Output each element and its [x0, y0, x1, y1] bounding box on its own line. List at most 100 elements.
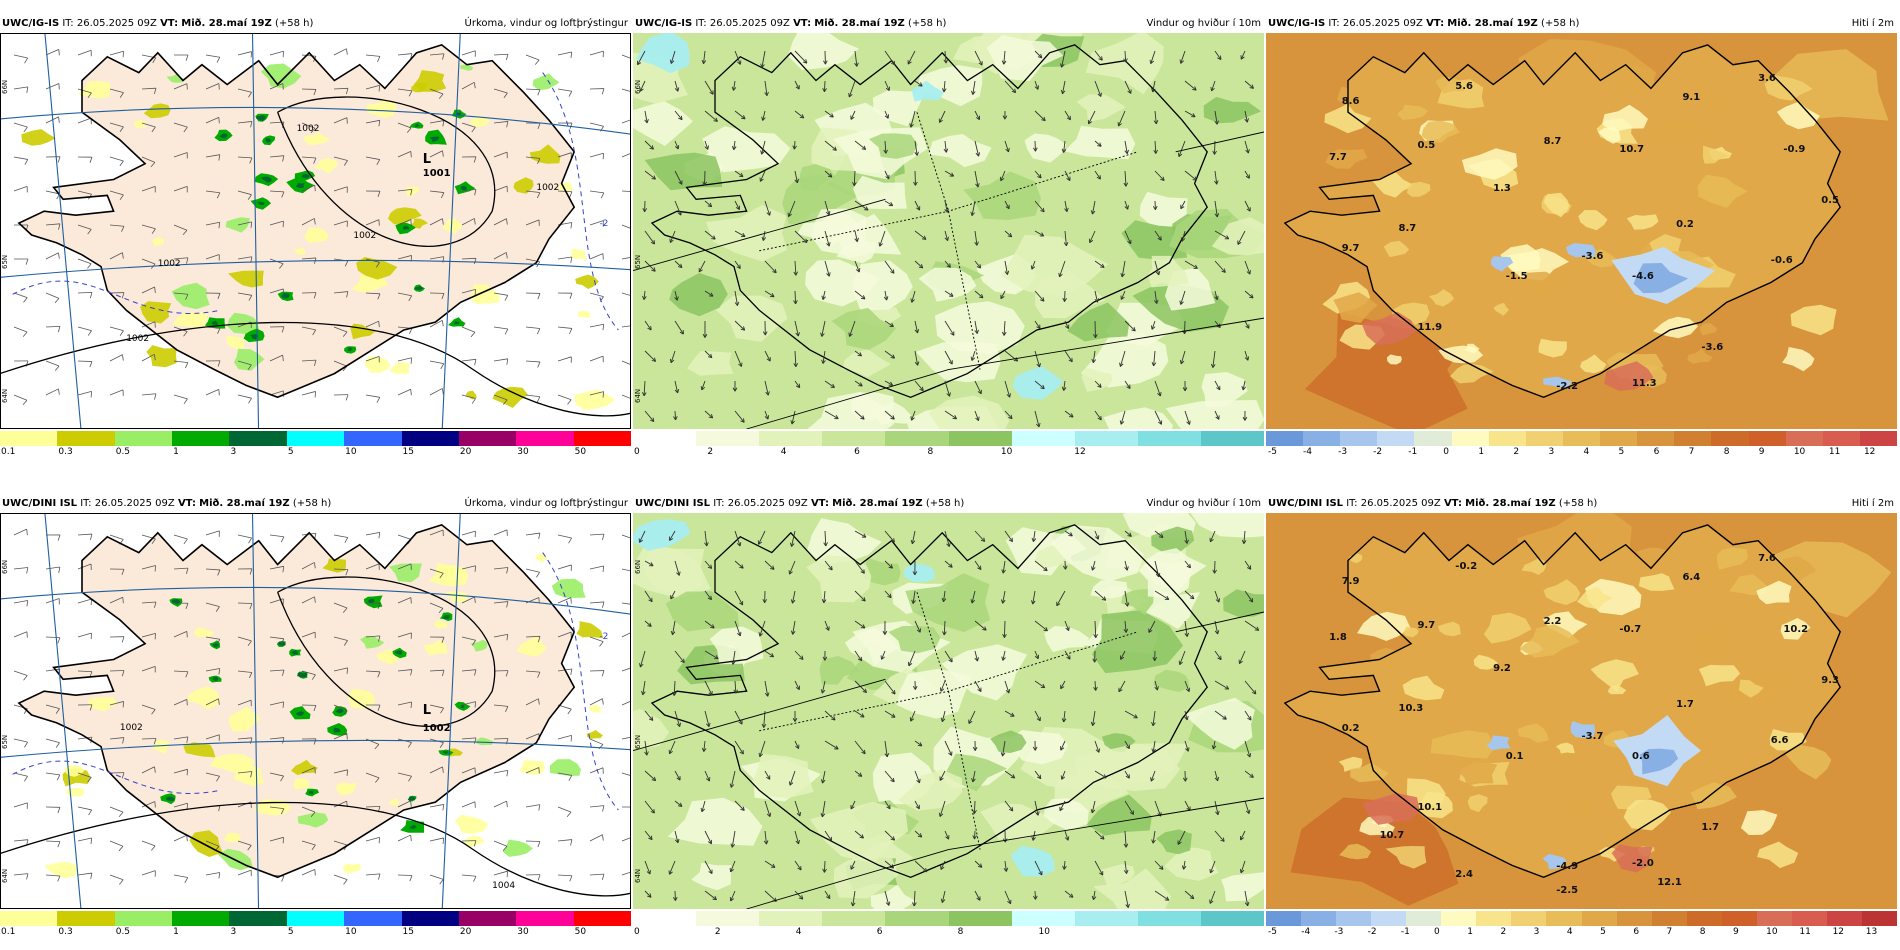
latitude-label: 66N [634, 560, 642, 574]
color-scale-swatch [1377, 431, 1415, 446]
color-scale-swatch [229, 911, 287, 926]
temperature-value: 5.6 [1455, 81, 1473, 92]
color-scale-swatch [1266, 911, 1302, 926]
color-scale-tick: 8 [1724, 447, 1730, 457]
temperature-value: 1.7 [1701, 822, 1719, 833]
temperature-value: -0.6 [1771, 255, 1793, 266]
temperature-contour-label: -2 [599, 632, 608, 642]
color-scale-tick: 1 [1467, 927, 1473, 937]
temperature-value: 0.6 [1632, 751, 1650, 762]
color-scale-tick: 11 [1829, 447, 1840, 457]
color-scale-swatch [1600, 431, 1638, 446]
color-scale-swatch [1563, 431, 1601, 446]
color-scale-swatch [0, 431, 58, 446]
color-scale-tick: 2 [707, 447, 713, 457]
product-title: Hiti í 2m [1852, 15, 1894, 33]
temperature-value: 6.4 [1682, 572, 1700, 583]
color-scale-tick: 10 [345, 927, 356, 937]
latitude-label: 65N [1, 254, 9, 268]
color-scale-swatch [1862, 911, 1898, 926]
temperature-value: -2.2 [1556, 381, 1578, 392]
panel-header-info: UWC/DINI ISL IT: 26.05.2025 09Z VT: Mið.… [635, 495, 964, 513]
color-scale-swatch [516, 911, 574, 926]
init-time: 26.05.2025 09Z [728, 498, 808, 509]
temperature-value: 1.7 [1676, 699, 1694, 710]
color-scale-swatch [1201, 431, 1265, 446]
color-scale-swatch [172, 911, 230, 926]
color-scale-tick: 3 [230, 447, 236, 457]
color-scale-swatch [949, 911, 1013, 926]
model-name: UWC/DINI ISL [1268, 498, 1343, 509]
temperature-value: 9.3 [1821, 675, 1839, 686]
color-scale-swatch [1266, 431, 1304, 446]
color-scale: -5 -4 -3 -2 -1 0 1 2 3 4 5 6 7 8 9 10 11 12 13 [1266, 911, 1897, 938]
color-scale-tick: -2 [1373, 447, 1382, 457]
lead-time: (+58 h) [1559, 498, 1597, 509]
color-scale-tick: 5 [288, 447, 294, 457]
color-scale-tick: 1 [1478, 447, 1484, 457]
color-scale-tick: 8 [1700, 927, 1706, 937]
color-scale-swatch [1414, 431, 1452, 446]
color-scale-swatch [229, 431, 287, 446]
temperature-value: 6.6 [1771, 735, 1789, 746]
color-scale-tick: 10 [345, 447, 356, 457]
temperature-value: 1.3 [1493, 183, 1511, 194]
color-scale-swatch [1711, 431, 1749, 446]
color-scale-swatch [822, 431, 886, 446]
temperature-value: -3.6 [1582, 251, 1604, 262]
temperature-value: 8.7 [1544, 136, 1562, 147]
color-scale-swatch [885, 431, 949, 446]
color-scale-swatch [1301, 911, 1337, 926]
forecast-map: L 1001 1002 1002 1002 1002 1002 -2 66N 65N 64N [0, 33, 631, 429]
map-canvas [633, 33, 1264, 429]
temperature-value: -4.9 [1556, 861, 1578, 872]
color-scale-swatch [1786, 431, 1824, 446]
isobar-label: 1004 [492, 881, 515, 891]
forecast-map: 7.9 -0.2 6.4 7.6 1.8 9.7 2.2 -0.7 10.2 9.2 9.3 10.3… [1266, 513, 1897, 909]
color-scale-swatch [1138, 911, 1202, 926]
product-title: Úrkoma, vindur og loftþrýstingur [465, 495, 628, 513]
isobar-label: 1002 [353, 231, 376, 241]
init-time: 26.05.2025 09Z [95, 498, 175, 509]
temperature-value: -2.5 [1556, 885, 1578, 896]
temperature-value: -3.6 [1701, 342, 1723, 353]
color-scale-swatch [1138, 431, 1202, 446]
temperature-value: 0.5 [1417, 140, 1435, 151]
temperature-value: 3.6 [1758, 73, 1776, 84]
color-scale-tick: -4 [1303, 447, 1312, 457]
forecast-map: L 1002 1002 1004 -2 66N 65N 64N [0, 513, 631, 909]
color-scale-tick: 6 [854, 447, 860, 457]
init-time-label: IT: [80, 498, 91, 509]
map-canvas [1266, 513, 1897, 909]
color-scale-tick: 20 [460, 927, 471, 937]
color-scale-swatch [1637, 431, 1675, 446]
color-scale-tick: 0 [634, 447, 640, 457]
color-scale-swatch [1860, 431, 1898, 446]
color-scale-tick: 9 [1733, 927, 1739, 937]
panel-header-info: UWC/DINI ISL IT: 26.05.2025 09Z VT: Mið.… [2, 495, 331, 513]
temperature-value: 11.9 [1417, 322, 1442, 333]
color-scale-tick: -1 [1408, 447, 1417, 457]
color-scale-tick: 50 [575, 447, 586, 457]
color-scale-swatch [287, 911, 345, 926]
color-scale-tick: 0.3 [58, 447, 72, 457]
color-scale-swatch [344, 911, 402, 926]
color-scale-swatch [1757, 911, 1793, 926]
temperature-value: 8.6 [1342, 96, 1360, 107]
color-scale-swatch [633, 431, 697, 446]
color-scale-swatch [1546, 911, 1582, 926]
color-scale-tick: 0 [1443, 447, 1449, 457]
color-scale-swatch [1012, 911, 1076, 926]
init-time: 26.05.2025 09Z [1343, 18, 1423, 29]
forecast-panel-precip: UWC/IG-IS IT: 26.05.2025 09Z VT: Mið. 28… [0, 15, 631, 458]
color-scale-tick: 5 [288, 927, 294, 937]
color-scale-swatch [1827, 911, 1863, 926]
low-pressure-label: L [423, 703, 431, 718]
color-scale-tick: 3 [230, 927, 236, 937]
color-scale-tick: 50 [575, 927, 586, 937]
panel-header-info: UWC/IG-IS IT: 26.05.2025 09Z VT: Mið. 28… [2, 15, 313, 33]
forecast-panel-precip: UWC/DINI ISL IT: 26.05.2025 09Z VT: Mið.… [0, 495, 631, 938]
color-scale-swatch [172, 431, 230, 446]
model-name: UWC/IG-IS [2, 18, 59, 29]
color-scale-tick: -1 [1401, 927, 1410, 937]
